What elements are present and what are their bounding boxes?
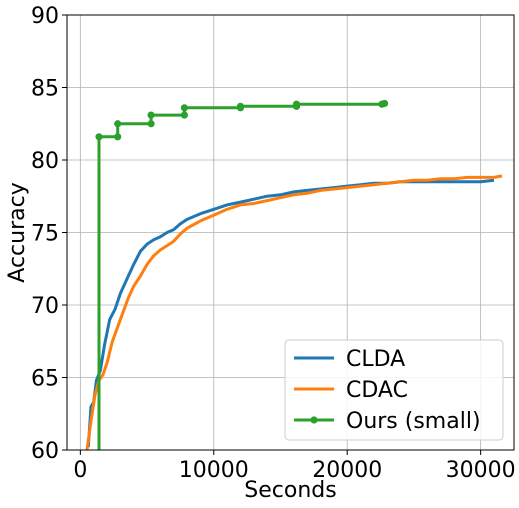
legend: CLDA CDAC Ours (small) (284, 339, 504, 441)
x-tick-label: 0 (73, 458, 87, 483)
data-point-ours-small (236, 102, 245, 110)
y-tick-label: 70 (31, 294, 59, 319)
x-axis-label: Seconds (244, 478, 336, 503)
ticks: 0 10000 20000 30000 60 65 70 75 80 85 90 (31, 4, 516, 483)
data-point-ours-small (114, 120, 122, 128)
data-point-ours-small (114, 133, 122, 141)
y-tick-label: 65 (31, 367, 59, 392)
legend-label-cdac: CDAC (346, 378, 408, 403)
x-tick-label: 10000 (179, 458, 249, 483)
legend-label-clda: CLDA (346, 347, 405, 372)
y-axis-label: Accuracy (5, 182, 30, 282)
y-tick-label: 60 (31, 439, 59, 464)
data-point-ours-small (180, 104, 189, 112)
series-line-cdac (85, 174, 503, 450)
data-point-ours-small (180, 111, 189, 119)
legend-box (284, 339, 504, 441)
y-tick-label: 90 (31, 4, 59, 29)
x-tick-label: 20000 (312, 458, 382, 483)
series-layer (85, 99, 503, 450)
data-point-ours-small (95, 133, 103, 141)
y-tick-label: 85 (31, 77, 59, 102)
data-point-ours-small (147, 111, 155, 119)
x-tick-label: 30000 (446, 458, 516, 483)
data-point-ours-small (147, 120, 155, 128)
legend-label-ours-small: Ours (small) (346, 409, 481, 434)
data-point-ours-small (292, 100, 301, 108)
y-tick-label: 80 (31, 149, 59, 174)
data-point-ours-small (380, 99, 389, 108)
y-tick-label: 75 (31, 222, 59, 247)
legend-marker-ours-small (310, 416, 318, 424)
